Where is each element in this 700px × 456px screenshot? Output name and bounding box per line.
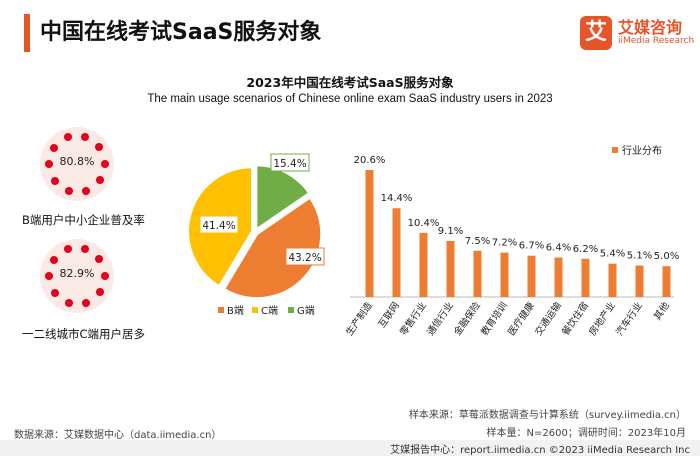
pie-legend-label: G端: [297, 304, 315, 317]
bar: [635, 265, 644, 297]
bar-category-label: 教育培训: [478, 300, 510, 338]
bar: [446, 240, 455, 297]
pie-legend-swatch: [218, 307, 224, 313]
pie-label: 41.4%: [202, 220, 235, 232]
stat-ring-smb: 80.8%: [40, 127, 114, 201]
pie-label: 15.4%: [273, 158, 306, 170]
bar-legend-swatch: [612, 147, 618, 153]
ring-dot: [100, 159, 109, 168]
stat-ring-city: 82.9%: [40, 239, 114, 313]
bar-value-label: 20.6%: [354, 155, 386, 166]
ring-dot: [95, 288, 104, 297]
ring-dot: [95, 176, 104, 185]
pie-legend-swatch: [252, 307, 258, 313]
ring-dot: [50, 288, 59, 297]
ring-dot: [45, 272, 53, 281]
ring-dot: [63, 133, 72, 142]
bar: [608, 263, 617, 297]
bar-category-label: 其他: [651, 299, 672, 322]
bar: [527, 255, 536, 297]
bar-value-label: 5.4%: [600, 249, 625, 260]
bar-category-label: 餐饮住宿: [559, 300, 591, 338]
bar-value-label: 7.2%: [492, 238, 517, 249]
ring-dot: [95, 255, 104, 264]
bar: [554, 257, 563, 297]
bar: [392, 208, 401, 297]
bar-value-label: 5.0%: [654, 251, 679, 262]
pie-legend-swatch: [288, 307, 294, 313]
logo-mark: 艾: [580, 16, 612, 50]
logo-en-text: iiMedia Research: [618, 36, 695, 46]
bar-category-label: 互联网: [377, 300, 402, 330]
pie-legend-label: C端: [261, 304, 278, 317]
stat-label-smb: B端用户中小企业普及率: [22, 213, 145, 227]
ring-dot: [63, 245, 72, 254]
bar-value-label: 10.4%: [408, 218, 440, 229]
bar: [662, 266, 671, 297]
ring-dot: [50, 143, 59, 152]
header-accent-bar: [24, 14, 30, 52]
ring-dot: [82, 186, 91, 195]
brand-logo: 艾 艾媒咨询 iiMedia Research: [580, 14, 694, 54]
ring-dot: [81, 133, 90, 142]
sample-size-text: 样本量：N=2600；调研时间：2023年10月: [486, 428, 686, 439]
footer-bar: 艾媒报告中心：report.iimedia.cn ©2023 iiMedia R…: [0, 440, 700, 456]
bar: [500, 252, 509, 297]
sample-source-text: 样本来源：草莓派数据调查与计算系统（survey.iimedia.cn）: [408, 410, 686, 421]
pie-label-box: [270, 153, 310, 172]
bar-value-label: 14.4%: [381, 193, 413, 204]
page-title: 中国在线考试SaaS服务对象: [40, 20, 322, 45]
ring-dot: [50, 176, 59, 185]
pie-label-box: [199, 215, 239, 234]
bar-legend-label: 行业分布: [622, 144, 662, 157]
bar-value-label: 6.4%: [546, 243, 571, 254]
chart-title-en: The main usage scenarios of Chinese onli…: [147, 93, 553, 105]
bar-category-label: 零售行业: [397, 300, 429, 338]
bar-category-label: 生产制造: [343, 299, 375, 337]
bar: [581, 258, 590, 297]
ring-dot: [81, 245, 90, 254]
ring-dot: [45, 160, 53, 169]
ring-dot: [50, 255, 59, 264]
bar: [419, 232, 428, 297]
bar-category-label: 通信行业: [424, 300, 456, 338]
ring-dot: [100, 271, 109, 280]
bar-category-label: 汽车行业: [613, 300, 645, 338]
ring-dot: [64, 186, 73, 195]
pie-legend-label: B端: [227, 304, 244, 317]
ring-dot: [82, 298, 91, 307]
pie-leader-line: [261, 167, 272, 181]
stat-value-smb: 80.8%: [59, 155, 95, 168]
bar-value-label: 6.2%: [573, 244, 598, 255]
bar: [473, 250, 482, 297]
chart-title-cn: 2023年中国在线考试SaaS服务对象: [246, 75, 454, 90]
bar-value-label: 7.5%: [465, 236, 490, 247]
stat-value-city: 82.9%: [59, 267, 95, 280]
data-source-text: 数据来源：艾媒数据中心（data.iimedia.cn）: [14, 430, 222, 441]
bar-category-label: 房地产业: [586, 300, 618, 338]
bar: [365, 170, 374, 297]
pie-slice-g: [255, 164, 311, 232]
stat-label-city: 一二线城市C端用户居多: [22, 327, 146, 341]
logo-cn-text: 艾媒咨询: [618, 18, 683, 37]
bar-value-label: 9.1%: [438, 226, 463, 237]
pie-label: 43.2%: [288, 252, 321, 264]
ring-dot: [64, 298, 73, 307]
pie-slice-b: [222, 196, 323, 300]
ring-dot: [95, 143, 104, 152]
pie-label-box: [285, 247, 325, 266]
footer-text: 艾媒报告中心：report.iimedia.cn ©2023 iiMedia R…: [390, 445, 690, 456]
bar-value-label: 5.1%: [627, 251, 652, 262]
bar-value-label: 6.7%: [519, 241, 544, 252]
